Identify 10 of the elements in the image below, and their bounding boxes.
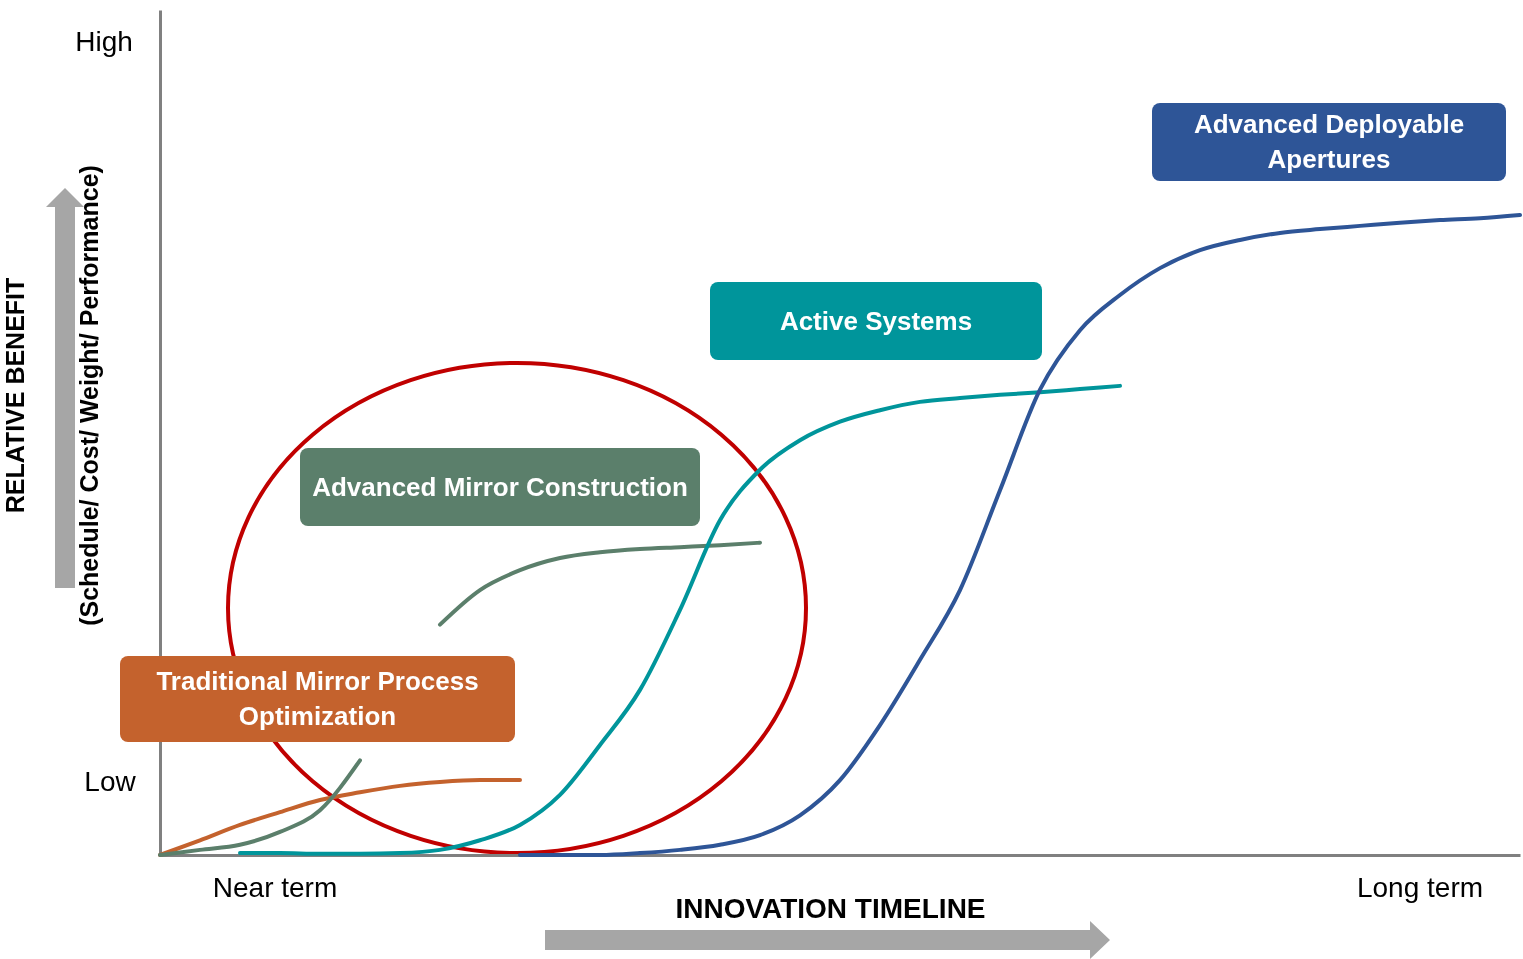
text: High — [75, 26, 133, 58]
text: Near term — [212, 872, 338, 904]
label-box: Advanced Deployable Apertures — [1152, 103, 1506, 181]
text: Low — [84, 766, 136, 798]
label-box: Active Systems — [710, 282, 1042, 360]
text: Long term — [1356, 872, 1484, 904]
text: RELATIVE BENEFIT (Schedule/ Cost/ Weight/ Performance) — [0, 165, 103, 626]
x-axis-title: INNOVATION TIMELINE — [675, 892, 986, 924]
label-box: Traditional Mirror Process Optimization — [120, 656, 515, 742]
label-box: Advanced Mirror Construction — [300, 448, 700, 526]
